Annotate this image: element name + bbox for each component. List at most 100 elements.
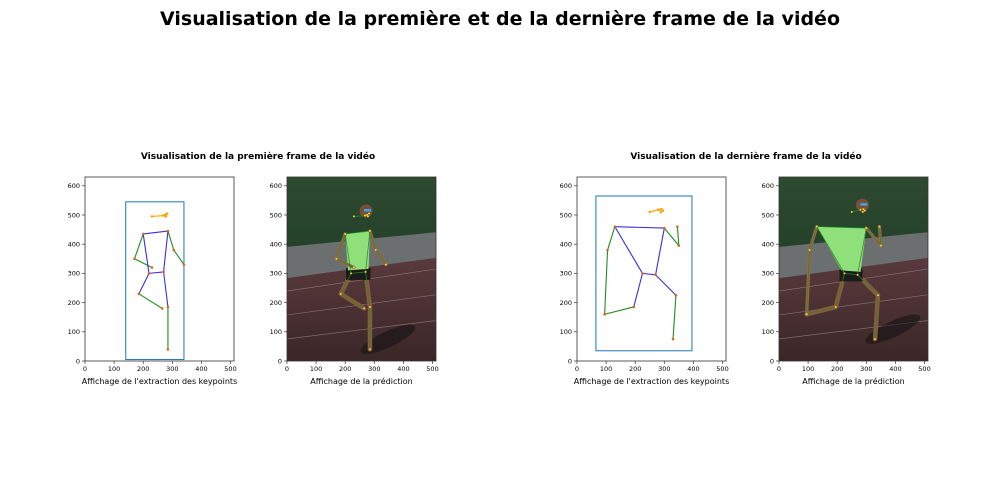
- last-frame-prediction-overlay-keypoint: [861, 211, 864, 214]
- last-frame-prediction-xtick-label: 0: [777, 365, 781, 373]
- last-frame-keypoints-bone-left_knee-left_ankle: [672, 295, 677, 340]
- first-frame-prediction-overlay-keypoint: [368, 212, 371, 215]
- first-frame-prediction-lane-line: [286, 320, 437, 340]
- first-frame-prediction-overlay-keypoint: [368, 305, 371, 308]
- last-frame-keypoints-keypoint-left_eye: [661, 209, 665, 212]
- first-frame-prediction-xtick-label: 400: [397, 365, 409, 373]
- last-frame-keypoints-xtick-label: 200: [629, 365, 641, 373]
- first-frame-prediction-ytick-label: 0: [278, 357, 282, 365]
- last-frame-prediction-xtick-label: 300: [860, 365, 872, 373]
- last-frame-keypoints-bone-right_knee-right_ankle: [604, 306, 634, 315]
- main-title: Visualisation de la première et de la de…: [160, 8, 840, 30]
- first-frame-keypoints-bone-left_hip-right_hip: [148, 271, 164, 274]
- last-frame-prediction-overlay-bone: [844, 272, 858, 276]
- first-frame-keypoints-bone-right_knee-right_ankle: [138, 293, 163, 309]
- last-frame-keypoints-ytick-label: 100: [560, 328, 572, 336]
- first-frame-keypoints-ytick-label: 200: [68, 299, 80, 307]
- last-frame-prediction-ytick-label: 300: [762, 270, 774, 278]
- last-frame-keypoints-bone-left_hip-left_knee: [655, 274, 677, 296]
- first-frame-prediction-xtick-label: 300: [368, 365, 380, 373]
- first-frame-prediction-overlay-bone: [345, 230, 370, 235]
- last-frame-keypoints-keypoint-right_shoulder: [613, 225, 617, 228]
- last-frame-keypoints-xtick-label: 500: [716, 365, 728, 373]
- last-frame-prediction-ytick-label: 100: [762, 328, 774, 336]
- first-frame-keypoints-xtick-label: 400: [195, 365, 207, 373]
- last-frame-prediction-overlay-bone: [865, 227, 882, 246]
- last-frame-keypoints-keypoint-left_elbow: [677, 244, 681, 247]
- first-frame-prediction-runner-shorts: [346, 267, 371, 280]
- first-frame-prediction-overlay-keypoint: [374, 249, 377, 252]
- first-frame-keypoints-keypoint-left_knee: [166, 305, 170, 309]
- last-frame-prediction-overlay-bone: [857, 228, 867, 275]
- first-frame-prediction-overlay-keypoint: [368, 230, 371, 233]
- first-frame-prediction-overlay-keypoint: [344, 232, 347, 235]
- last-frame-prediction-ytick-label: 400: [762, 240, 774, 248]
- first-frame-prediction-ytick-label: 200: [270, 299, 282, 307]
- last-frame-keypoints-xtick-label: 300: [658, 365, 670, 373]
- last-frame-prediction-overlay-keypoint: [862, 208, 865, 211]
- last-frame-prediction-runner-shorts: [839, 269, 863, 282]
- last-frame-prediction-xtick-label: 500: [918, 365, 930, 373]
- first-frame-keypoints-bone-left_shoulder-left_hip: [163, 230, 169, 272]
- last-frame-keypoints-keypoint-right_knee: [632, 305, 636, 309]
- subtitle-last-frame: Visualisation de la dernière frame de la…: [630, 152, 862, 162]
- last-frame-prediction-overlay-keypoint: [834, 305, 837, 308]
- first-frame-keypoints-xtick-label: 100: [108, 365, 120, 373]
- last-frame-keypoints-ytick-label: 200: [560, 299, 572, 307]
- first-frame-prediction-ytick-label: 500: [270, 211, 282, 219]
- first-frame-prediction-overlay-keypoint: [339, 292, 342, 295]
- first-frame-prediction-overlay-keypoint: [335, 257, 338, 260]
- last-frame-prediction-runner-shadow: [865, 314, 921, 344]
- first-frame-prediction-runner-shirt: [345, 231, 370, 271]
- first-frame-keypoints-ytick-label: 600: [68, 182, 80, 190]
- last-frame-prediction-runner-shirt: [816, 226, 867, 272]
- last-frame-keypoints-bone-right_elbow-right_wrist: [604, 249, 609, 315]
- last-frame-prediction-ytick-label: 500: [762, 211, 774, 219]
- first-frame-keypoints-keypoint-right_elbow: [133, 257, 136, 261]
- first-frame-prediction-ytick-label: 400: [270, 240, 282, 248]
- first-frame-keypoints-keypoint-right_ear: [150, 215, 154, 218]
- last-frame-prediction-overlay-bone: [874, 295, 879, 340]
- last-frame-keypoints-bone-right_hip-right_knee: [633, 273, 644, 308]
- first-frame-prediction-overlay-bone: [350, 271, 366, 274]
- first-frame-prediction-xtick-label: 0: [285, 365, 289, 373]
- last-frame-prediction-overlay-keypoint: [850, 211, 853, 214]
- first-frame-prediction-overlay-bone: [336, 233, 346, 259]
- last-frame-prediction-xlabel: Affichage de la prédiction: [802, 376, 904, 386]
- last-frame-keypoints-bone-left_shoulder-right_shoulder: [614, 226, 665, 229]
- last-frame-keypoints-keypoint-right_eye: [657, 208, 660, 212]
- first-frame-prediction-overlay-keypoint: [350, 272, 353, 275]
- first-frame-keypoints-xtick-label: 0: [83, 365, 87, 373]
- last-frame-prediction-xtick-label: 400: [889, 365, 901, 373]
- first-frame-prediction-overlay-keypoint: [352, 266, 355, 269]
- last-frame-prediction-overlay-keypoint: [859, 208, 862, 211]
- first-frame-prediction-xtick-label: 100: [310, 365, 322, 373]
- last-frame-keypoints-xtick-label: 0: [575, 365, 579, 373]
- last-frame-keypoints-ytick-label: 300: [560, 270, 572, 278]
- first-frame-prediction-overlay-keypoint: [366, 213, 369, 216]
- last-frame-keypoints-bone-right_ear-right_eye: [649, 209, 659, 213]
- last-frame-keypoints-keypoint-right_hip: [641, 272, 644, 275]
- first-frame-keypoints-bone-left_shoulder-right_shoulder: [143, 230, 169, 235]
- first-frame-keypoints-bone-right_ear-right_eye: [151, 215, 164, 217]
- first-frame-prediction-lane-line: [286, 268, 437, 292]
- last-frame-keypoints-bone-left_hip-right_hip: [642, 272, 656, 276]
- first-frame-keypoints-bone-right_elbow-right_wrist: [134, 258, 153, 269]
- first-frame-keypoints-xlabel: Affichage de l'extraction des keypoints: [82, 377, 237, 386]
- last-frame-prediction-overlay-bone: [806, 249, 810, 315]
- first-frame-prediction-overlay-bone: [340, 273, 352, 295]
- first-frame-keypoints-bone-right_hip-right_knee: [138, 273, 150, 295]
- first-frame-keypoints-keypoint-left_ankle: [166, 348, 170, 351]
- first-frame-keypoints-axes-frame: [84, 176, 235, 362]
- last-frame-prediction-xtick-label: 200: [831, 365, 843, 373]
- last-frame-prediction-ytick-label: 600: [762, 182, 774, 190]
- first-frame-keypoints-keypoint-right_knee: [137, 292, 141, 296]
- first-frame-keypoints-bone-right_shoulder-right_elbow: [133, 233, 144, 259]
- last-frame-prediction-overlay-keypoint: [865, 227, 868, 230]
- last-frame-keypoints-ytick-label: 500: [560, 211, 572, 219]
- last-frame-prediction-overlay-bone: [809, 226, 818, 251]
- last-frame-keypoints-keypoint-left_wrist: [676, 225, 679, 228]
- last-frame-prediction-overlay-keypoint: [815, 225, 818, 228]
- first-frame-keypoints-xtick-label: 200: [137, 365, 149, 373]
